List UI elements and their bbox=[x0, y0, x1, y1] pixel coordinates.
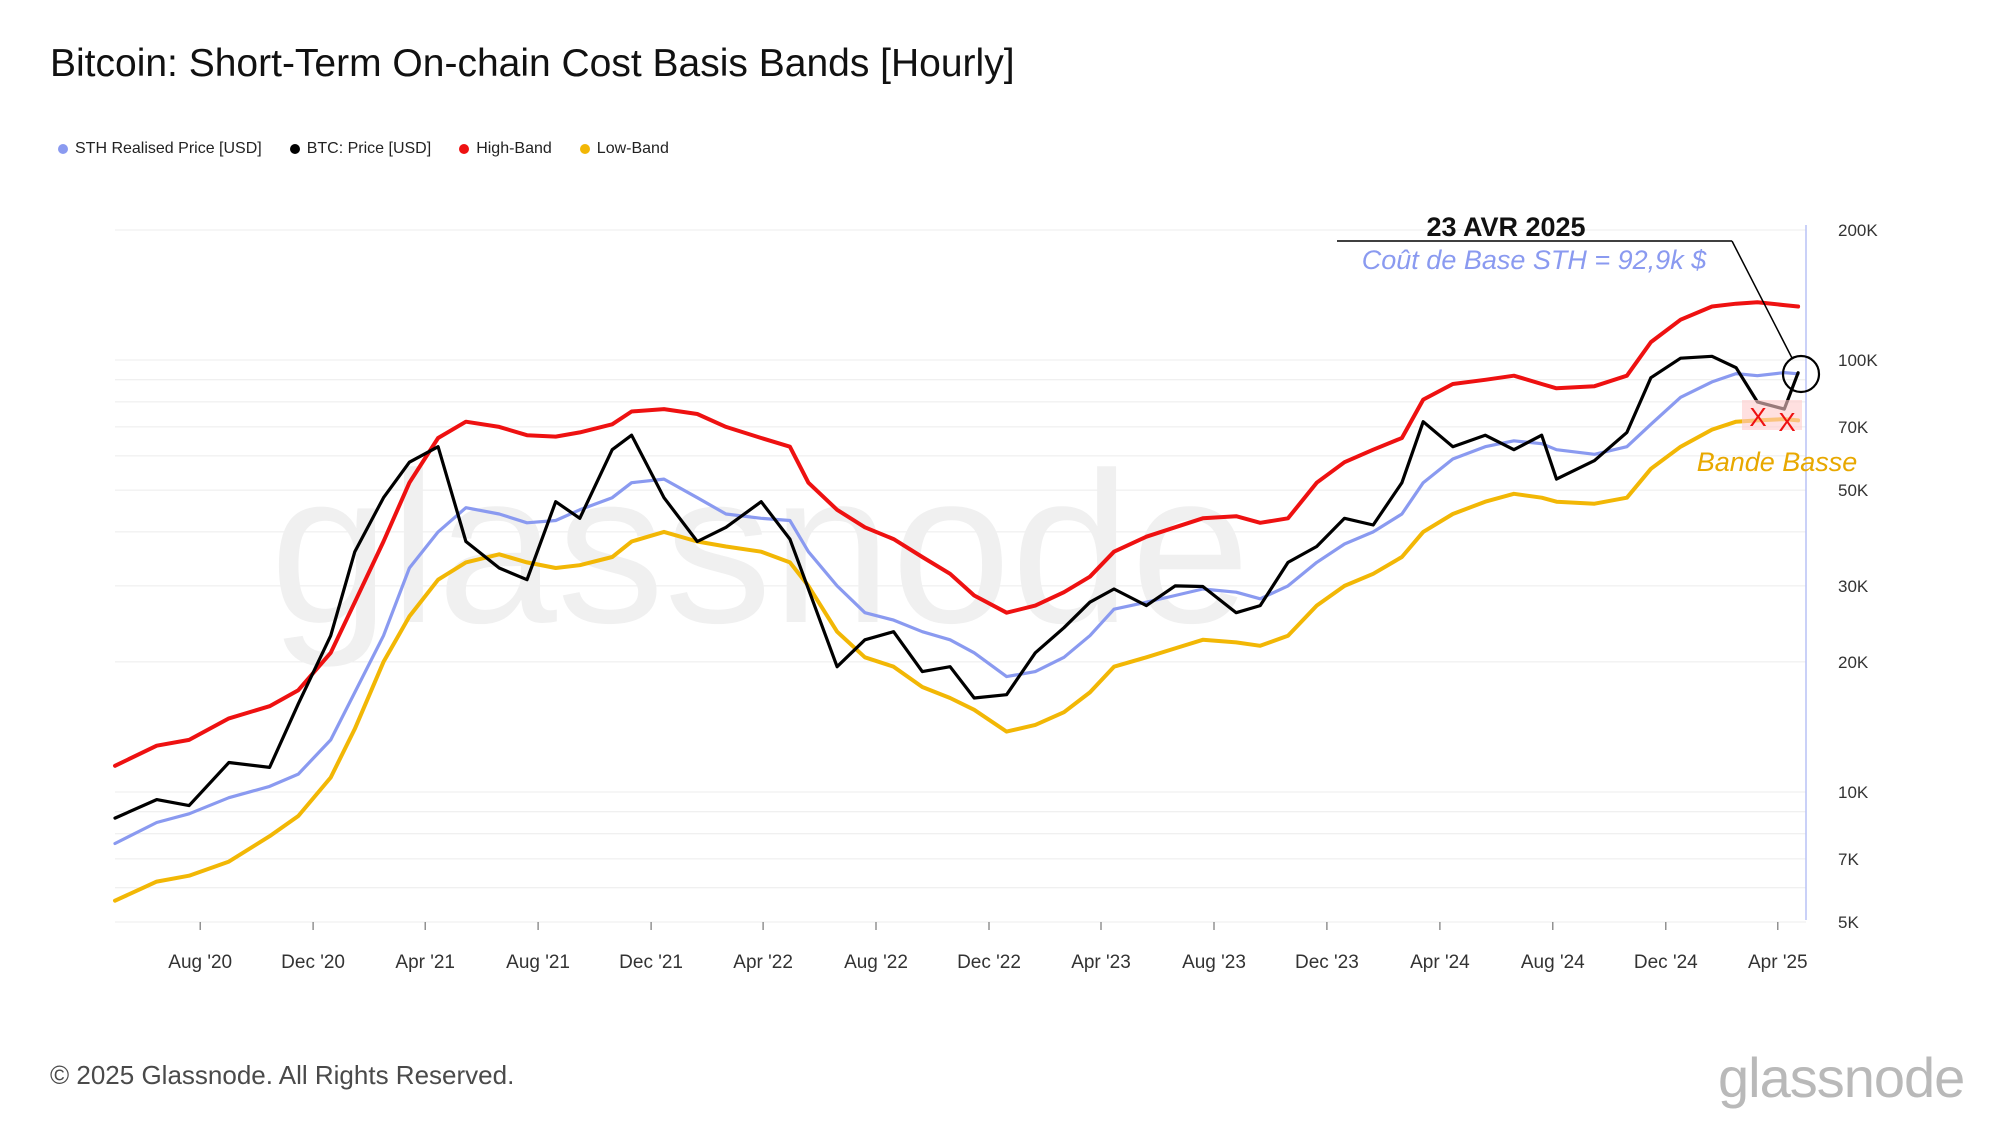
x-tick-label: Aug '23 bbox=[1182, 952, 1246, 973]
annotation-leader bbox=[1731, 240, 1793, 359]
x-tick-label: Dec '21 bbox=[619, 952, 683, 973]
legend-item-low-band[interactable]: Low-Band bbox=[579, 140, 669, 158]
legend-label-sth: STH Realised Price [USD] bbox=[75, 140, 262, 157]
legend-dot-high-band bbox=[459, 144, 470, 154]
legend-item-high-band[interactable]: High-Band bbox=[459, 140, 552, 158]
marker-highlight bbox=[1742, 400, 1802, 430]
grid-lines bbox=[115, 229, 1806, 923]
x-tick-label: Aug '22 bbox=[844, 952, 908, 973]
y-tick-label: 50K bbox=[1838, 481, 1869, 500]
legend-dot-sth bbox=[58, 144, 68, 154]
copyright-footer: © 2025 Glassnode. All Rights Reserved. bbox=[50, 1060, 515, 1090]
x-tick-label: Apr '21 bbox=[395, 952, 455, 973]
x-tick-label: Dec '22 bbox=[957, 952, 1021, 973]
y-tick-label: 10K bbox=[1838, 783, 1869, 802]
legend-dot-btc bbox=[289, 144, 300, 154]
marker-x-2: X bbox=[1778, 407, 1795, 437]
x-tick-label: Aug '21 bbox=[506, 952, 570, 973]
x-tick-label: Aug '20 bbox=[168, 952, 232, 973]
series-layer bbox=[113, 300, 1801, 903]
x-tick-label: Apr '23 bbox=[1071, 952, 1131, 973]
x-tick-label: Dec '24 bbox=[1634, 952, 1698, 973]
chart-title: Bitcoin: Short-Term On-chain Cost Basis … bbox=[50, 42, 1015, 85]
annotation-layer: 23 AVR 2025 Coût de Base STH = 92,9k $ X… bbox=[1337, 212, 1857, 477]
legend-label-high-band: High-Band bbox=[476, 140, 552, 157]
x-tick-label: Aug '24 bbox=[1521, 952, 1585, 973]
y-tick-label: 200K bbox=[1838, 221, 1878, 240]
y-tick-label: 5K bbox=[1838, 913, 1859, 932]
x-tick-label: Apr '24 bbox=[1410, 952, 1470, 973]
legend-label-btc: BTC: Price [USD] bbox=[306, 140, 432, 157]
y-tick-label: 20K bbox=[1838, 653, 1869, 672]
x-tick-label: Apr '25 bbox=[1748, 952, 1808, 973]
chart-legend: STH Realised Price [USD] BTC: Price [USD… bbox=[58, 140, 669, 158]
x-tick-label: Apr '22 bbox=[733, 952, 793, 973]
annotation-date: 23 AVR 2025 bbox=[1426, 212, 1585, 242]
annotation-low-band: Bande Basse bbox=[1697, 447, 1858, 477]
watermark: glassnode bbox=[270, 427, 1250, 668]
legend-item-btc[interactable]: BTC: Price [USD] bbox=[289, 140, 432, 158]
legend-dot-low-band bbox=[579, 144, 590, 154]
series-line-btc bbox=[113, 354, 1800, 820]
marker-x-1: X bbox=[1749, 402, 1766, 432]
x-tick-label: Dec '23 bbox=[1295, 952, 1359, 973]
x-tick-label: Dec '20 bbox=[281, 952, 345, 973]
x-axis-ticks: Aug '20 Dec '20 Apr '21 Aug '21 Dec '21 Apr '… bbox=[168, 922, 1808, 973]
y-tick-label: 7K bbox=[1838, 850, 1859, 869]
y-tick-label: 30K bbox=[1838, 577, 1869, 596]
legend-item-sth[interactable]: STH Realised Price [USD] bbox=[58, 140, 262, 158]
annotation-cost-basis: Coût de Base STH = 92,9k $ bbox=[1362, 245, 1707, 275]
series-line-low-band bbox=[113, 417, 1801, 903]
annotation-circle bbox=[1781, 354, 1821, 394]
legend-label-low-band: Low-Band bbox=[596, 140, 669, 157]
glassnode-logo: glassnode bbox=[1718, 1046, 1965, 1109]
y-tick-label: 100K bbox=[1838, 351, 1878, 370]
series-line-high-band bbox=[113, 300, 1801, 768]
y-axis-ticks: 5K 7K 10K 20K 30K 50K 70K 100K 200K bbox=[1838, 221, 1878, 932]
y-tick-label: 70K bbox=[1838, 418, 1869, 437]
